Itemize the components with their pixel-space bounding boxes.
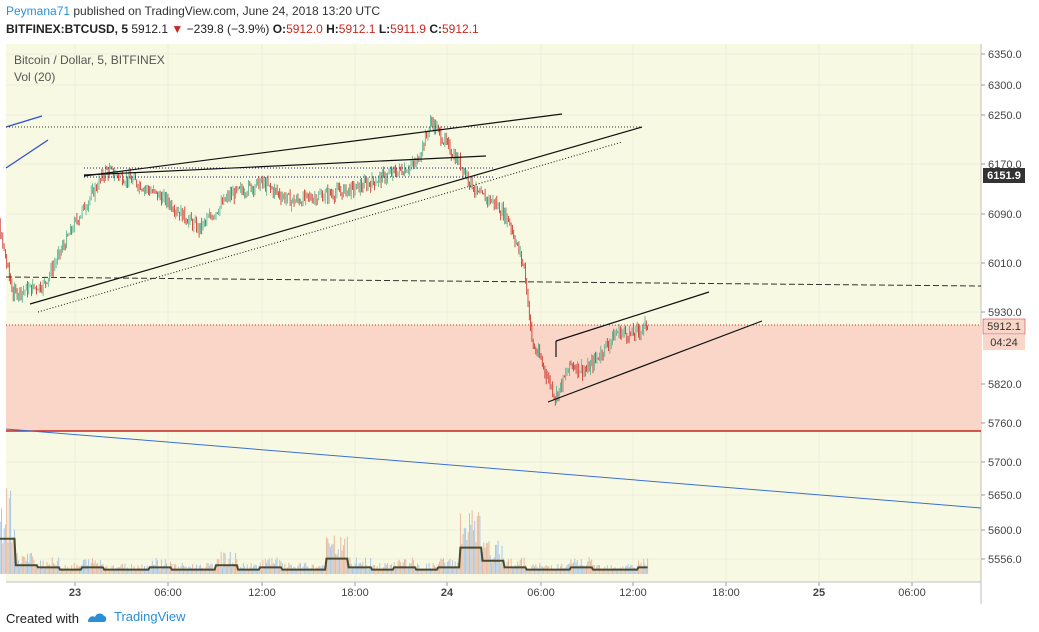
chart-header: Peymana71 published on TradingView.com, … [0, 0, 1039, 44]
long-downtrend-line [5, 428, 982, 509]
tradingview-brand-text: TradingView [114, 609, 186, 624]
low-label: L: [378, 22, 391, 36]
time-axis-ticks: 23 06:00 12:00 18:00 24 06:00 12:00 18:00 25 06:0… [69, 582, 926, 599]
legend-title: Bitcoin / Dollar, 5, BITFINEX [14, 53, 165, 67]
down-arrow-icon: ▼ [171, 22, 184, 36]
close-label: C: [429, 22, 442, 36]
time-axis-background [6, 582, 981, 604]
legend-indicator: Vol (20) [14, 70, 56, 84]
tradingview-link[interactable]: TradingView [86, 609, 186, 624]
volume-average-line [0, 537, 648, 571]
time-tick-label: 18:00 [712, 587, 740, 599]
price-tick-label: 5760.0 [988, 418, 1022, 430]
time-tick-label: 12:00 [619, 587, 647, 599]
price-tick-label: 6010.0 [988, 258, 1022, 270]
price-tick-label: 5650.0 [988, 490, 1022, 502]
time-tick-label: 23 [69, 587, 81, 599]
time-tick-label: 18:00 [341, 587, 369, 599]
chart-legend: Bitcoin / Dollar, 5, BITFINEX Vol (20) [14, 52, 165, 86]
open-value: 5912.0 [286, 22, 323, 36]
ohlc-line: BITFINEX:BTCUSD, 5 5912.1 ▼ −239.8 (−3.9… [6, 22, 479, 36]
open-label: O: [272, 22, 287, 36]
channel-upper-line [555, 291, 710, 342]
price-axis-background [981, 44, 1039, 582]
price-tick-label: 6300.0 [988, 80, 1022, 92]
author-link[interactable]: Peymana71 [6, 4, 71, 18]
time-tick-label: 06:00 [154, 587, 182, 599]
price-axis-badges: 6151.9 5912.1 04:24 [982, 168, 1026, 350]
published-text: published on TradingView.com, June 24, 2… [70, 4, 381, 18]
time-tick-label: 06:00 [527, 587, 555, 599]
price-tick-label: 6090.0 [988, 209, 1022, 221]
low-value: 5911.9 [390, 22, 426, 36]
publication-line: Peymana71 published on TradingView.com, … [6, 4, 380, 18]
blue-trend-line-upper [5, 115, 43, 128]
blue-trend-line-lower [5, 139, 49, 169]
chart-area[interactable]: 6350.0 6300.0 6250.0 6170.0 6090.0 6010.0 5930… [0, 44, 1039, 604]
price-tick-label: 5700.0 [988, 457, 1022, 469]
high-label: H: [326, 22, 339, 36]
price-tick-label: 5930.0 [988, 307, 1022, 319]
last-price-badge [982, 318, 1026, 335]
created-with-text: Created with [6, 611, 79, 626]
symbol-label: BITFINEX:BTCUSD, 5 [6, 22, 129, 36]
price-tick-label: 5556.0 [988, 554, 1022, 566]
close-value: 5912.1 [441, 22, 479, 36]
change-value: −239.8 (−3.9%) [186, 22, 270, 36]
time-tick-label: 24 [441, 587, 454, 599]
countdown-badge [983, 335, 1025, 350]
tradingview-logo-icon [88, 612, 107, 622]
volume-bars [0, 488, 649, 574]
time-tick-label: 12:00 [248, 587, 276, 599]
inner-resistance-line [83, 155, 487, 176]
time-tick-label: 06:00 [898, 587, 926, 599]
dashed-level-line [5, 276, 982, 287]
price-candles [0, 114, 648, 406]
channel-lower-line [547, 320, 763, 403]
price-tick-label: 5820.0 [988, 379, 1022, 391]
price-chart[interactable]: 6350.06300.06250.06170.06090.06010.05930… [0, 44, 1039, 604]
plot-background [6, 44, 981, 582]
price-axis-ticks: 6350.06300.06250.06170.06090.06010.05930… [981, 49, 1022, 566]
previous-close-badge [983, 168, 1025, 183]
price-tick-label: 5600.0 [988, 525, 1022, 537]
high-value: 5912.1 [338, 22, 376, 36]
price-tick-label: 6250.0 [988, 110, 1022, 122]
footer: Created with TradingView [0, 604, 1039, 632]
countdown-label: 04:24 [990, 337, 1018, 349]
ascending-support-line [29, 126, 643, 305]
price-tick-label: 6350.0 [988, 49, 1022, 61]
last-price: 5912.1 [131, 22, 169, 36]
support-zone [6, 325, 981, 431]
trend-drawings [5, 113, 982, 509]
upper-resistance-line [83, 113, 563, 177]
time-tick-label: 25 [813, 587, 825, 599]
previous-close-label: 6151.9 [987, 170, 1021, 182]
last-price-label: 5912.1 [987, 321, 1021, 333]
